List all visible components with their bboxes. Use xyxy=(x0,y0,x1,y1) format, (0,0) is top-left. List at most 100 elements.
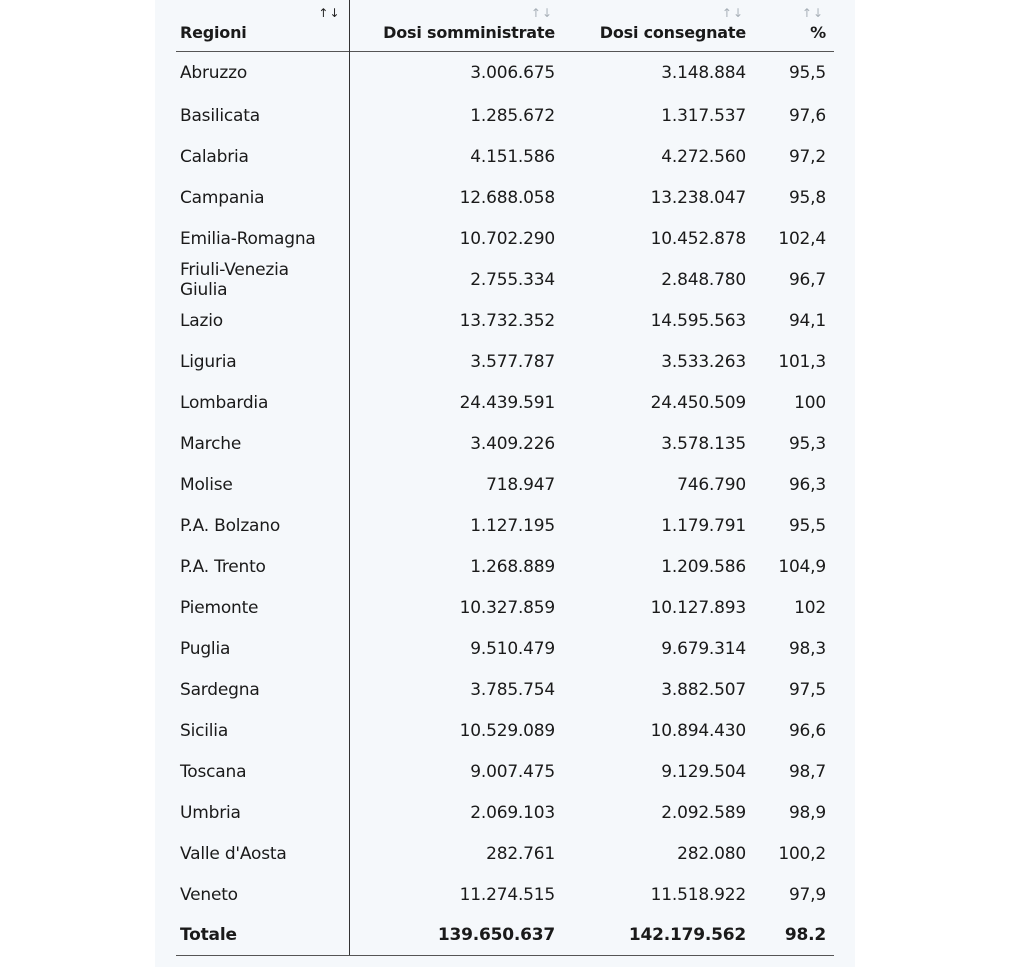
column-header-administered[interactable]: ↑↓ Dosi somministrate xyxy=(349,0,563,51)
cell-percent: 98,7 xyxy=(788,761,826,782)
cell-percent: 97,9 xyxy=(788,884,826,905)
cell-administered: 10.702.290 xyxy=(459,228,556,249)
cell-percent: 95,3 xyxy=(788,433,826,454)
column-header-label: Regioni xyxy=(180,22,247,42)
cell-percent: 97,2 xyxy=(788,146,826,167)
cell-administered: 9.007.475 xyxy=(470,761,555,782)
cell-delivered: 3.533.263 xyxy=(661,351,746,372)
cell-percent: 95,5 xyxy=(788,63,826,84)
column-header-label: % xyxy=(810,22,826,42)
cell-delivered: 13.238.047 xyxy=(650,187,747,208)
sort-arrows-icon[interactable]: ↑↓ xyxy=(801,6,824,20)
sort-arrows-icon[interactable]: ↑↓ xyxy=(530,6,553,20)
cell-percent: 98,9 xyxy=(788,802,826,823)
cell-delivered: 746.790 xyxy=(677,474,746,495)
cell-administered: 10.327.859 xyxy=(459,597,556,618)
column-header-percent[interactable]: ↑↓ % xyxy=(754,0,834,51)
cell-administered: 9.510.479 xyxy=(470,638,555,659)
table-row: Umbria 2.069.103 2.092.589 98,9 xyxy=(176,792,834,833)
cell-region: Lombardia xyxy=(176,382,350,423)
sort-arrows-icon[interactable]: ↑↓ xyxy=(318,6,341,20)
cell-delivered: 2.092.589 xyxy=(661,802,746,823)
cell-administered: 10.529.089 xyxy=(459,720,556,741)
cell-delivered: 24.450.509 xyxy=(650,392,747,413)
cell-region: Piemonte xyxy=(176,587,350,628)
cell-delivered: 3.578.135 xyxy=(661,433,746,454)
cell-region: Umbria xyxy=(176,792,350,833)
cell-percent: 95,5 xyxy=(788,515,826,536)
cell-region: Toscana xyxy=(176,751,350,792)
table-header-row: ↑↓ Regioni ↑↓ Dosi somministrate ↑↓ Dosi… xyxy=(176,0,834,51)
total-administered: 139.650.637 xyxy=(349,915,563,956)
cell-region: Campania xyxy=(176,177,350,218)
table-row: Marche 3.409.226 3.578.135 95,3 xyxy=(176,423,834,464)
cell-administered: 1.268.889 xyxy=(470,556,555,577)
table-row: P.A. Trento 1.268.889 1.209.586 104,9 xyxy=(176,546,834,587)
cell-percent: 94,1 xyxy=(788,310,826,331)
cell-region: Emilia-Romagna xyxy=(176,218,350,259)
column-header-region[interactable]: ↑↓ Regioni xyxy=(176,0,350,51)
table-row: Valle d'Aosta 282.761 282.080 100,2 xyxy=(176,833,834,874)
cell-region: Calabria xyxy=(176,136,350,177)
total-percent: 98.2 xyxy=(754,915,834,956)
cell-region: Molise xyxy=(176,464,350,505)
cell-region: Sardegna xyxy=(176,669,350,710)
cell-region: Valle d'Aosta xyxy=(176,833,350,874)
cell-delivered: 10.894.430 xyxy=(650,720,747,741)
table-row: Piemonte 10.327.859 10.127.893 102 xyxy=(176,587,834,628)
cell-delivered: 1.209.586 xyxy=(661,556,746,577)
cell-delivered: 3.882.507 xyxy=(661,679,746,700)
table-row: Friuli-Venezia Giulia 2.755.334 2.848.780 9… xyxy=(176,259,834,300)
table-row: P.A. Bolzano 1.127.195 1.179.791 95,5 xyxy=(176,505,834,546)
total-delivered: 142.179.562 xyxy=(563,915,754,956)
cell-administered: 1.127.195 xyxy=(470,515,555,536)
cell-percent: 96,7 xyxy=(788,269,826,290)
table-row: Molise 718.947 746.790 96,3 xyxy=(176,464,834,505)
cell-delivered: 10.127.893 xyxy=(650,597,747,618)
total-label: Totale xyxy=(176,915,350,956)
cell-delivered: 9.129.504 xyxy=(661,761,746,782)
cell-region: Basilicata xyxy=(176,95,350,136)
cell-percent: 97,6 xyxy=(788,105,826,126)
cell-administered: 718.947 xyxy=(486,474,555,495)
cell-delivered: 282.080 xyxy=(677,843,746,864)
cell-administered: 282.761 xyxy=(486,843,555,864)
cell-administered: 2.069.103 xyxy=(470,802,555,823)
cell-delivered: 4.272.560 xyxy=(661,146,746,167)
cell-region: Liguria xyxy=(176,341,350,382)
cell-delivered: 1.179.791 xyxy=(661,515,746,536)
cell-region: Abruzzo xyxy=(176,51,350,95)
table-body: Abruzzo 3.006.675 3.148.884 95,5 Basilicata 1… xyxy=(176,51,834,956)
column-header-label: Dosi consegnate xyxy=(599,22,746,42)
cell-region: Sicilia xyxy=(176,710,350,751)
cell-percent: 96,3 xyxy=(788,474,826,495)
cell-delivered: 11.518.922 xyxy=(650,884,747,905)
cell-percent: 101,3 xyxy=(778,351,826,372)
cell-administered: 12.688.058 xyxy=(459,187,556,208)
cell-administered: 24.439.591 xyxy=(459,392,556,413)
column-header-delivered[interactable]: ↑↓ Dosi consegnate xyxy=(563,0,754,51)
table-row: Veneto 11.274.515 11.518.922 97,9 xyxy=(176,874,834,915)
cell-region: Friuli-Venezia Giulia xyxy=(176,259,350,300)
table-row: Basilicata 1.285.672 1.317.537 97,6 xyxy=(176,95,834,136)
table-row: Lombardia 24.439.591 24.450.509 100 xyxy=(176,382,834,423)
cell-administered: 13.732.352 xyxy=(459,310,556,331)
cell-percent: 100,2 xyxy=(778,843,826,864)
cell-delivered: 14.595.563 xyxy=(650,310,747,331)
table-row: Calabria 4.151.586 4.272.560 97,2 xyxy=(176,136,834,177)
cell-delivered: 1.317.537 xyxy=(661,105,746,126)
sort-arrows-icon[interactable]: ↑↓ xyxy=(721,6,744,20)
cell-administered: 3.409.226 xyxy=(470,433,555,454)
cell-region: Veneto xyxy=(176,874,350,915)
table-row: Emilia-Romagna 10.702.290 10.452.878 102,4 xyxy=(176,218,834,259)
table-row: Liguria 3.577.787 3.533.263 101,3 xyxy=(176,341,834,382)
table-row: Sicilia 10.529.089 10.894.430 96,6 xyxy=(176,710,834,751)
cell-percent: 97,5 xyxy=(788,679,826,700)
cell-region: Puglia xyxy=(176,628,350,669)
table-row: Sardegna 3.785.754 3.882.507 97,5 xyxy=(176,669,834,710)
cell-delivered: 3.148.884 xyxy=(661,63,746,84)
cell-administered: 1.285.672 xyxy=(470,105,555,126)
cell-administered: 3.785.754 xyxy=(470,679,555,700)
cell-percent: 102 xyxy=(794,597,826,618)
cell-delivered: 10.452.878 xyxy=(650,228,747,249)
